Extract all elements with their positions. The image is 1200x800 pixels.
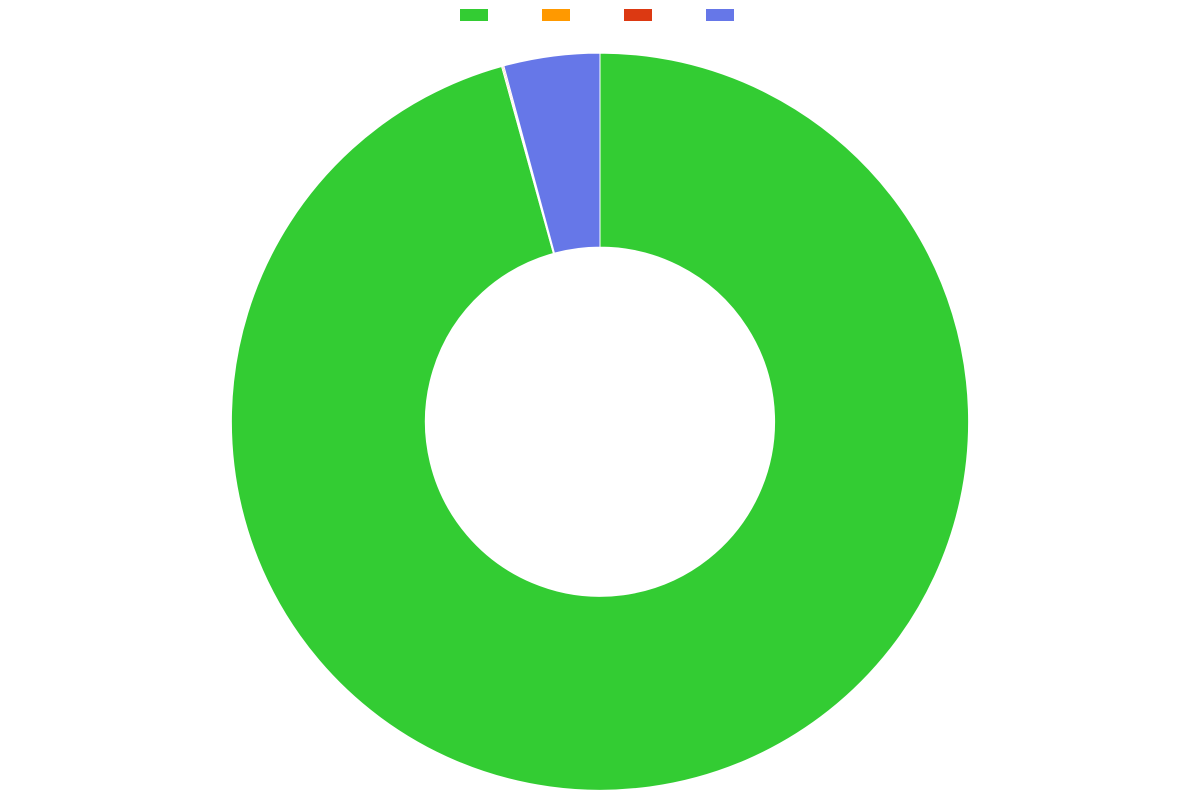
legend-swatch-0 xyxy=(460,9,488,21)
donut-slices xyxy=(231,53,968,790)
legend-swatch-2 xyxy=(624,9,652,21)
legend-swatch-1 xyxy=(542,9,570,21)
legend-item xyxy=(624,9,658,21)
donut-svg xyxy=(0,24,1200,800)
legend-swatch-3 xyxy=(706,9,734,21)
legend-item xyxy=(542,9,576,21)
chart-legend xyxy=(0,0,1200,24)
legend-item xyxy=(706,9,740,21)
donut-chart xyxy=(0,24,1200,800)
legend-item xyxy=(460,9,494,21)
